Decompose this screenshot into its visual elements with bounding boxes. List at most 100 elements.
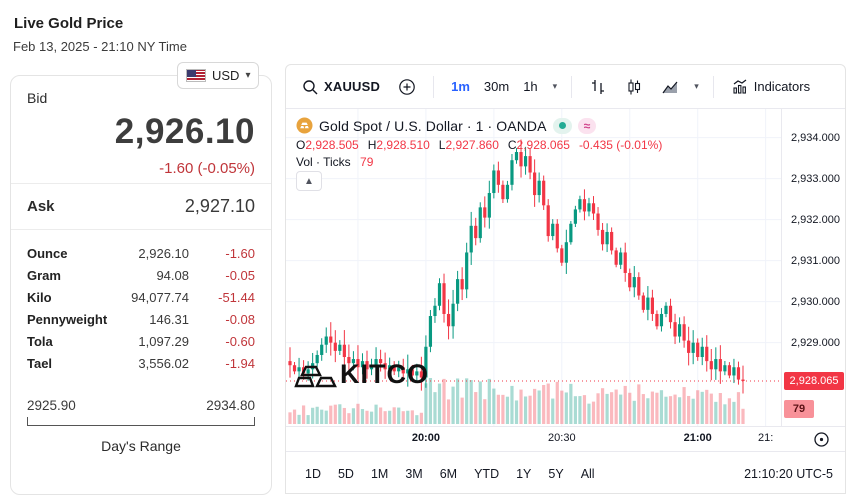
symbol-label: XAUUSD [324, 79, 381, 94]
unit-change: -0.08 [225, 311, 255, 327]
range-bracket [27, 417, 255, 426]
toolbar-separator [433, 75, 435, 98]
volume-value: 79 [360, 155, 374, 169]
volume-bars [288, 378, 745, 424]
unit-label: Ounce [27, 245, 68, 261]
unit-row: Kilo 94,077.74 -51.44 [27, 286, 255, 308]
unit-label: Kilo [27, 289, 52, 305]
indicators-button[interactable]: Indicators [726, 74, 815, 100]
chart-footer-toolbar: 1D 5D 1M 3M 6M YTD 1Y 5Y All 21:10:20 UTC-5 [286, 451, 845, 493]
unit-value: 1,097.29 [138, 333, 189, 349]
unit-label: Gram [27, 267, 61, 283]
unit-label: Pennyweight [27, 311, 108, 327]
bars-style-button[interactable] [584, 74, 612, 100]
time-axis-label: 20:30 [548, 432, 576, 444]
style-chevron-down-icon[interactable]: ▾ [694, 81, 699, 91]
footer-clock[interactable]: 21:10:20 UTC-5 [744, 466, 833, 481]
status-dot-icon [558, 122, 566, 129]
gold-coin-icon [296, 117, 313, 134]
symbol-search-button[interactable]: XAUUSD [296, 74, 385, 100]
divider [11, 229, 271, 230]
units-table: Ounce 2,926.10 -1.60 Gram 94.08 -0.05 Kilo 94,0… [11, 230, 271, 378]
ohlc-c: C2,928.065 [507, 138, 570, 152]
interval-chevron-down-icon[interactable]: ▾ [552, 81, 558, 91]
price-axis-label: 2,934.000 [791, 131, 840, 144]
plus-circle-icon [399, 78, 415, 95]
timezone-settings-icon[interactable] [812, 430, 831, 449]
range-label: Day's Range [101, 438, 181, 454]
bid-change: -1.60 (-0.05%) [159, 160, 255, 177]
unit-value: 94,077.74 [131, 289, 189, 305]
volume-ticks-badge: 79 [784, 400, 814, 418]
range-button-5d[interactable]: 5D [331, 462, 361, 486]
chart-legend: Gold Spot / U.S. Dollar · 1 · OANDA ≈ O2… [296, 117, 662, 169]
unit-row: Gram 94.08 -0.05 [27, 264, 255, 286]
legend-ohlc-row: O2,928.505 H2,928.510 L2,927.860 C2,928.065… [296, 138, 662, 152]
ohlc-key: C [507, 138, 517, 152]
page-title: Live Gold Price [14, 15, 124, 32]
unit-row: Tael 3,556.02 -1.94 [27, 352, 255, 374]
range-button-3m[interactable]: 3M [398, 462, 429, 486]
range-button-all[interactable]: All [574, 462, 602, 486]
ohlc-o: O2,928.505 [296, 138, 359, 152]
unit-label: Tael [27, 355, 53, 371]
chart-card: XAUUSD 1m 30m 1h ▾ [285, 64, 846, 494]
currency-dropdown[interactable]: USD ▾ [177, 62, 259, 89]
candles [288, 139, 745, 394]
chevron-down-icon: ▾ [245, 70, 251, 81]
page-datetime: Feb 13, 2025 - 21:10 NY Time [13, 39, 187, 54]
candles-chart-icon [628, 79, 641, 94]
unit-change: -1.60 [225, 245, 255, 261]
last-price-badge: 2,928.065 [784, 372, 844, 390]
us-flag-icon [186, 69, 206, 82]
market-status-badge[interactable] [552, 117, 572, 134]
range-button-1m[interactable]: 1M [364, 462, 395, 486]
interval-button-1h[interactable]: 1h [518, 75, 542, 98]
ask-label: Ask [27, 198, 55, 215]
chart-plot-area[interactable]: 2,928.065 79 2,934.000 2,933.000 2,932.000… [286, 109, 845, 426]
gold-bars-icon [294, 365, 337, 388]
bars-chart-icon [592, 79, 605, 94]
time-axis-label: 21: [757, 432, 774, 444]
time-axis-label: 21:00 [683, 432, 712, 444]
time-axis[interactable]: 20:00 20:30 21:00 21: [286, 426, 845, 451]
unit-label: Tola [27, 333, 53, 349]
indicators-icon [733, 79, 747, 94]
indicators-label: Indicators [753, 79, 811, 94]
unit-value: 3,556.02 [138, 355, 189, 371]
ohlc-h: H2,928.510 [367, 138, 430, 152]
ask-value: 2,927.10 [184, 196, 255, 216]
time-axis-label: 20:00 [411, 432, 440, 444]
interval-button-1m[interactable]: 1m [446, 75, 475, 98]
unit-value: 2,926.10 [138, 245, 189, 261]
unit-change: -0.60 [225, 333, 255, 349]
ohlc-key: L [438, 138, 446, 152]
price-axis[interactable]: 2,928.065 79 2,934.000 2,933.000 2,932.000… [781, 109, 845, 426]
unit-change: -0.05 [225, 267, 255, 283]
range-button-5y[interactable]: 5Y [541, 462, 570, 486]
unit-row: Pennyweight 146.31 -0.08 [27, 308, 255, 330]
interval-buttons: 1m 30m 1h [446, 75, 543, 98]
compare-add-button[interactable] [393, 74, 421, 100]
delayed-data-badge[interactable]: ≈ [577, 117, 597, 134]
watermark-text: KITCO [340, 358, 429, 389]
ohlc-key: O [296, 138, 306, 152]
interval-button-30m[interactable]: 30m [479, 75, 514, 98]
bid-value: 2,926.10 [114, 112, 255, 151]
divider [11, 183, 271, 184]
unit-value: 94.08 [156, 267, 189, 283]
kitco-watermark: KITCO [294, 357, 429, 391]
range-button-ytd[interactable]: YTD [467, 462, 506, 486]
ohlc-values: O2,928.505 H2,928.510 L2,927.860 C2,928.065 [296, 138, 570, 152]
unit-row: Ounce 2,926.10 -1.60 [27, 242, 255, 264]
legend-symbol-title[interactable]: Gold Spot / U.S. Dollar · 1 · OANDA [319, 117, 547, 134]
search-icon [303, 79, 318, 94]
legend-collapse-button[interactable]: ▲ [296, 171, 322, 191]
range-buttons: 1D 5D 1M 3M 6M YTD 1Y 5Y All [298, 462, 602, 486]
range-button-1d[interactable]: 1D [298, 462, 328, 486]
candles-style-button[interactable] [620, 74, 648, 100]
candlestick-chart[interactable] [286, 109, 781, 426]
range-button-6m[interactable]: 6M [433, 462, 464, 486]
area-style-button[interactable] [656, 74, 684, 100]
range-button-1y[interactable]: 1Y [509, 462, 538, 486]
